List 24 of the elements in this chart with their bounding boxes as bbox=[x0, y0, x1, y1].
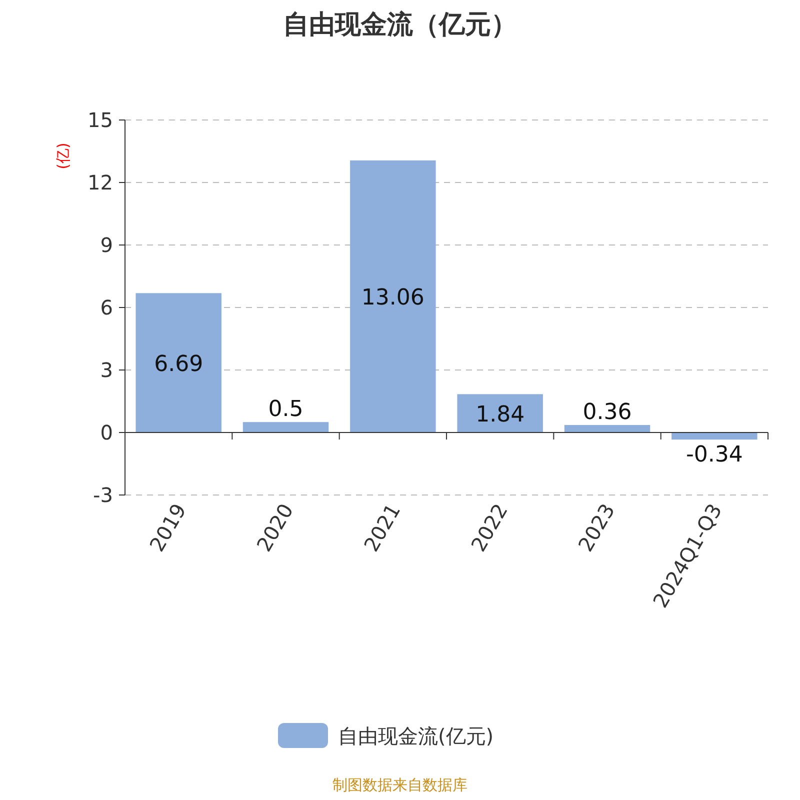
y-tick-label: 6 bbox=[100, 296, 113, 320]
data-label: 0.5 bbox=[268, 397, 304, 422]
bar bbox=[457, 394, 543, 432]
data-label: 0.36 bbox=[582, 400, 632, 425]
y-tick-label: 0 bbox=[100, 420, 113, 444]
y-tick-label: -3 bbox=[93, 483, 113, 507]
bar bbox=[136, 293, 222, 432]
data-label: 6.69 bbox=[154, 352, 204, 377]
y-axis-title: (亿) bbox=[54, 142, 72, 170]
legend-label: 自由现金流(亿元) bbox=[338, 724, 494, 748]
y-tick-label: 3 bbox=[100, 358, 113, 382]
y-tick-label: 9 bbox=[100, 233, 113, 257]
text: 制图数据来自数据库 bbox=[332, 776, 468, 794]
y-tick-label: 15 bbox=[88, 108, 113, 132]
bar bbox=[350, 160, 436, 432]
bar bbox=[242, 422, 329, 432]
chart-title: 自由现金流（亿元） bbox=[283, 10, 517, 40]
legend: 自由现金流(亿元) bbox=[278, 723, 494, 748]
bar bbox=[564, 425, 650, 432]
data-label: 1.84 bbox=[476, 402, 525, 428]
data-label: -0.34 bbox=[686, 442, 743, 468]
data-label: 13.06 bbox=[361, 285, 424, 310]
y-tick-label: 12 bbox=[88, 170, 113, 194]
bar bbox=[672, 432, 758, 440]
